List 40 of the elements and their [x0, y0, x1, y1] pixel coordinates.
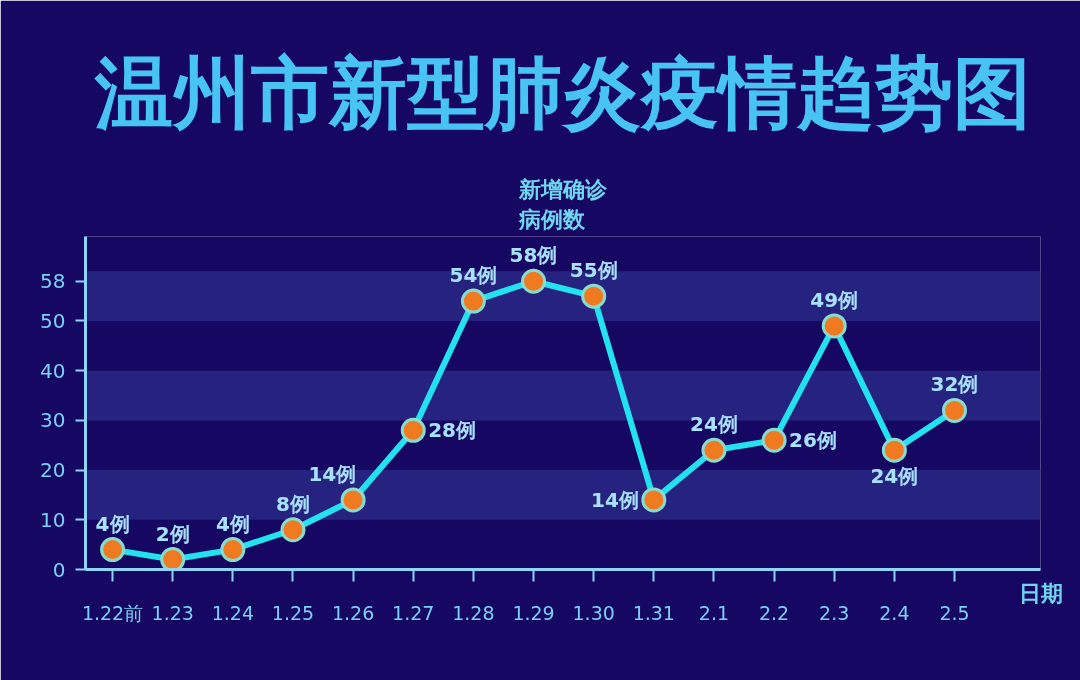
x-tick-label: 2.3	[819, 601, 850, 624]
x-tick-label: 1.24	[211, 601, 254, 624]
data-label: 14例	[591, 487, 639, 512]
y-tick-label: 58	[40, 269, 66, 294]
data-label: 55例	[569, 258, 618, 283]
data-label: 54例	[449, 263, 498, 288]
data-label: 32例	[930, 372, 979, 397]
y-tick-label: 10	[40, 507, 66, 532]
x-tick-label: 2.5	[939, 601, 970, 624]
y-tick-label: 30	[40, 408, 66, 433]
x-tick-label: 2.2	[758, 601, 790, 624]
x-tick-label: 1.29	[512, 601, 555, 624]
x-tick-label: 1.25	[271, 601, 315, 624]
data-label: 26例	[788, 428, 837, 453]
data-label: 4例	[95, 511, 130, 536]
x-tick-label: 1.28	[452, 601, 495, 624]
x-tick-label: 1.30	[572, 601, 615, 624]
x-axis-title: 日期	[1018, 580, 1063, 606]
data-label: 24例	[870, 464, 919, 489]
y-tick-label: 0	[52, 557, 66, 582]
data-label: 49例	[810, 287, 859, 312]
x-tick-label: 1.27	[392, 601, 435, 624]
y-axis-title: 新增确诊病例数	[518, 176, 608, 232]
data-label: 58例	[509, 243, 558, 268]
data-label: 2例	[155, 521, 190, 546]
x-tick-label: 1.23	[151, 601, 194, 624]
y-tick-label: 50	[40, 308, 66, 333]
data-label: 24例	[690, 412, 738, 437]
chart-title: 温州市新型肺炎疫情趋势图	[94, 47, 1031, 138]
x-tick-label: 1.22前	[81, 601, 144, 624]
x-tick-label: 2.4	[879, 601, 910, 624]
x-tick-label: 1.26	[331, 601, 375, 624]
y-tick-label: 20	[40, 458, 66, 483]
data-label: 14例	[308, 461, 357, 486]
x-tick-label: 2.1	[698, 601, 730, 624]
data-label: 4例	[215, 511, 250, 536]
x-tick-label: 1.31	[632, 601, 675, 624]
data-label: 28例	[428, 418, 476, 443]
data-label: 8例	[276, 491, 310, 516]
y-tick-label: 40	[40, 358, 66, 383]
